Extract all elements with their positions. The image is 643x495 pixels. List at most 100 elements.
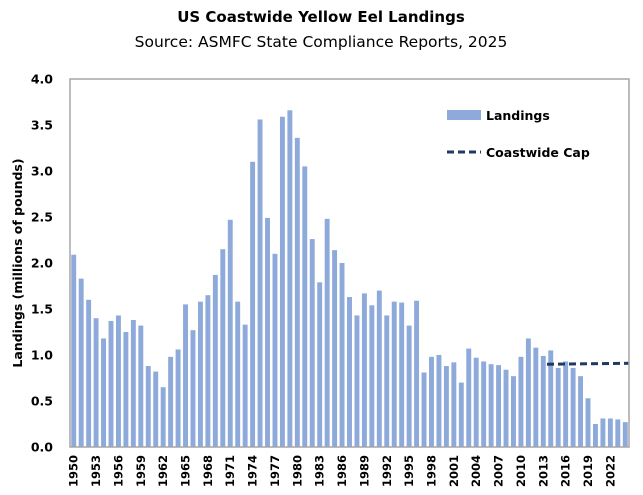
- bar-1972: [235, 301, 241, 447]
- bar-2003: [466, 348, 472, 447]
- chart-subtitle: Source: ASMFC State Compliance Reports, …: [135, 33, 508, 51]
- x-tick-label: 1980: [290, 455, 304, 487]
- bar-1985: [332, 250, 338, 447]
- bar-1999: [436, 355, 442, 447]
- bar-1987: [347, 297, 352, 447]
- bar-2024: [622, 422, 628, 447]
- bar-2008: [503, 369, 509, 447]
- bar-1989: [361, 293, 367, 447]
- bar-2002: [458, 382, 464, 447]
- y-axis-label: Landings (millions of pounds): [10, 158, 25, 367]
- x-tick-label: 2016: [559, 455, 573, 487]
- x-tick-label: 1968: [201, 455, 215, 487]
- bar-1998: [429, 356, 434, 447]
- bar-1952: [86, 299, 92, 447]
- x-tick-label: 1974: [246, 455, 260, 487]
- legend-cap-label: Coastwide Cap: [486, 145, 590, 160]
- bar-2001: [451, 362, 457, 447]
- x-tick-label: 1971: [223, 455, 237, 487]
- bar-1995: [406, 325, 412, 447]
- y-tick-label: 2.5: [31, 210, 53, 225]
- bar-2019: [585, 398, 591, 447]
- y-tick-label: 4.0: [31, 72, 53, 87]
- bar-1960: [145, 366, 151, 447]
- bar-2005: [481, 361, 487, 447]
- x-tick-label: 2001: [447, 455, 461, 487]
- bar-2014: [548, 350, 554, 447]
- legend-landings-label: Landings: [486, 108, 550, 123]
- bar-1973: [242, 324, 248, 447]
- bar-2000: [443, 366, 449, 447]
- bar-1951: [78, 278, 84, 447]
- y-tick-label: 3.0: [31, 164, 53, 179]
- bar-2006: [488, 364, 494, 447]
- bar-2016: [563, 361, 569, 447]
- legend-landings-swatch: [447, 110, 481, 120]
- x-tick-label: 1995: [402, 455, 416, 487]
- y-tick-label: 3.5: [31, 118, 53, 133]
- bar-1966: [190, 330, 196, 447]
- bar-1963: [168, 356, 174, 447]
- bar-1997: [421, 372, 427, 447]
- x-tick-label: 1983: [313, 455, 327, 487]
- bar-1984: [324, 218, 330, 447]
- bar-1974: [250, 161, 256, 448]
- bar-1965: [183, 304, 188, 447]
- bar-1955: [108, 320, 114, 447]
- bar-1976: [265, 217, 270, 447]
- bar-1968: [205, 295, 211, 447]
- plot-frame: [69, 78, 630, 448]
- bar-1993: [391, 301, 397, 447]
- bar-2009: [511, 376, 516, 447]
- bar-1958: [130, 320, 136, 447]
- bar-2012: [533, 347, 539, 447]
- x-tick-label: 2022: [603, 455, 617, 487]
- x-ticks: 1950 1953 1956 1959 1962 1965 1968 1971 1974 1977…: [67, 455, 618, 487]
- bar-1975: [257, 119, 263, 447]
- bar-1991: [376, 290, 382, 447]
- bar-2017: [570, 367, 576, 447]
- bar-2018: [578, 376, 584, 447]
- bar-1977: [272, 253, 278, 447]
- x-tick-label: 1986: [335, 455, 349, 487]
- x-tick-label: 2013: [536, 455, 550, 487]
- bar-2022: [607, 418, 613, 447]
- y-tick-label: 0.5: [31, 394, 53, 409]
- bar-1959: [138, 325, 144, 447]
- bar-1967: [197, 301, 203, 447]
- x-tick-label: 1962: [156, 455, 170, 487]
- bar-2023: [615, 419, 621, 447]
- bar-1978: [279, 116, 285, 447]
- x-tick-label: 1992: [380, 455, 394, 487]
- bar-1950: [71, 254, 77, 447]
- bar-1981: [302, 166, 308, 447]
- x-tick-label: 2007: [492, 455, 506, 487]
- bar-1983: [317, 282, 323, 447]
- y-tick-label: 0.0: [31, 440, 53, 455]
- bar-1971: [227, 219, 233, 447]
- x-tick-label: 1953: [89, 455, 103, 487]
- bar-1969: [212, 274, 218, 447]
- bar-2011: [525, 338, 531, 447]
- bar-1957: [123, 332, 129, 447]
- bar-1992: [384, 315, 390, 447]
- x-tick-label: 1998: [424, 455, 438, 487]
- bar-2007: [496, 365, 502, 447]
- x-tick-label: 2004: [469, 455, 483, 487]
- bar-1970: [220, 249, 226, 447]
- x-tick-label: 1956: [111, 455, 125, 487]
- bar-1990: [369, 305, 375, 447]
- y-tick-label: 1.0: [31, 348, 53, 363]
- y-tick-label: 2.0: [31, 256, 53, 271]
- bars-group: [71, 110, 628, 448]
- bar-2021: [600, 418, 606, 447]
- bar-1988: [354, 315, 360, 447]
- bar-1996: [414, 300, 420, 447]
- cap-line-group: [546, 361, 630, 366]
- legend: Landings Coastwide Cap: [447, 108, 590, 160]
- y-ticks: 0.0 0.5 1.0 1.5 2.0 2.5 3.0 3.5 4.0: [31, 72, 53, 455]
- bar-1964: [175, 349, 181, 447]
- chart-title: US Coastwide Yellow Eel Landings: [177, 8, 465, 26]
- x-tick-label: 2010: [514, 455, 528, 487]
